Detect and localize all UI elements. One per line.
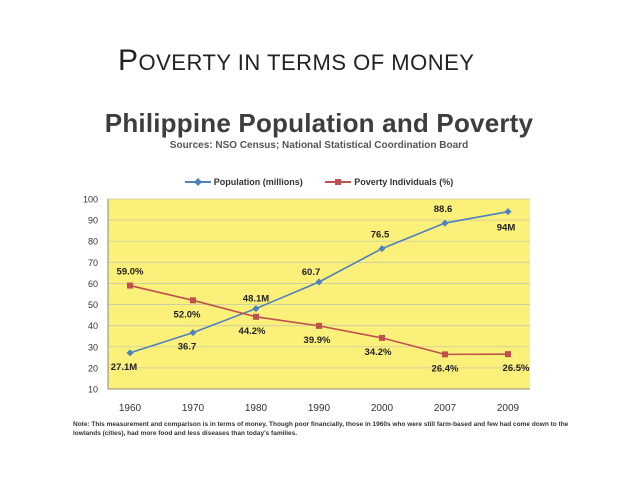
chart-subtitle: Sources: NSO Census; National Statistica…	[169, 140, 469, 151]
data-label-poverty: 39.9%	[304, 335, 331, 346]
data-point-poverty	[505, 351, 511, 358]
x-tick-label: 1980	[245, 403, 268, 414]
y-tick-label: 70	[88, 258, 98, 268]
x-tick-label: 1970	[182, 403, 205, 414]
y-tick-label: 100	[83, 195, 98, 205]
data-label-population: 60.7	[302, 267, 321, 278]
y-tick-label: 50	[88, 300, 98, 310]
y-tick-label: 10	[88, 385, 98, 395]
legend-item-poverty: Poverty Individuals (%)	[325, 177, 453, 187]
data-point-population	[189, 329, 197, 337]
y-tick-label: 20	[88, 363, 98, 373]
x-tick-label: 2000	[371, 403, 394, 414]
chart-title: Philippine Population and Poverty	[104, 108, 534, 138]
data-label-poverty: 34.2%	[365, 347, 392, 358]
y-tick-label: 90	[88, 216, 98, 226]
slide-title-rest: overty in terms of money	[138, 50, 475, 75]
plot-area	[108, 199, 530, 389]
legend-swatch-population	[184, 178, 211, 186]
data-point-poverty	[190, 297, 196, 304]
data-point-population	[504, 208, 512, 216]
data-label-poverty: 44.2%	[239, 326, 266, 337]
data-label-poverty: 52.0%	[174, 309, 201, 320]
y-tick-label: 60	[88, 279, 98, 289]
data-point-poverty	[127, 282, 133, 289]
y-tick-label: 80	[88, 237, 98, 247]
data-label-population: 27.1M	[111, 362, 137, 373]
data-label-poverty: 26.5%	[503, 363, 530, 374]
data-label-population: 48.1M	[243, 294, 269, 305]
y-tick-label: 30	[88, 342, 98, 352]
x-tick-label: 1960	[119, 403, 142, 414]
data-label-poverty: 59.0%	[117, 267, 144, 278]
chart-note: Note: This measurement and comparison is…	[73, 421, 569, 437]
data-point-poverty	[379, 334, 385, 341]
chart-legend: Population (millions) Poverty Individual…	[0, 177, 638, 189]
legend-label-population: Population (millions)	[213, 177, 303, 187]
y-tick-label: 40	[88, 321, 98, 331]
legend-item-population: Population (millions)	[184, 177, 303, 187]
data-label-population: 36.7	[178, 342, 197, 353]
data-point-poverty	[316, 322, 322, 329]
x-tick-label: 2007	[434, 403, 457, 414]
x-tick-label: 2009	[497, 403, 520, 414]
slide-title: Poverty in terms of money	[118, 44, 474, 78]
data-point-population	[126, 349, 134, 357]
data-label-population: 76.5	[371, 230, 390, 241]
slide-title-initial: P	[118, 44, 139, 77]
data-point-population	[378, 245, 386, 253]
data-point-population	[252, 305, 260, 313]
data-point-poverty	[253, 313, 259, 320]
x-tick-label: 1990	[308, 403, 331, 414]
data-label-population: 88.6	[434, 204, 453, 215]
legend-swatch-poverty	[325, 179, 352, 185]
data-label-poverty: 26.4%	[432, 363, 459, 374]
data-point-population	[315, 278, 323, 286]
legend-label-poverty: Poverty Individuals (%)	[354, 177, 454, 187]
data-point-population	[441, 219, 449, 227]
data-point-poverty	[442, 351, 448, 358]
data-label-population: 94M	[497, 223, 516, 234]
